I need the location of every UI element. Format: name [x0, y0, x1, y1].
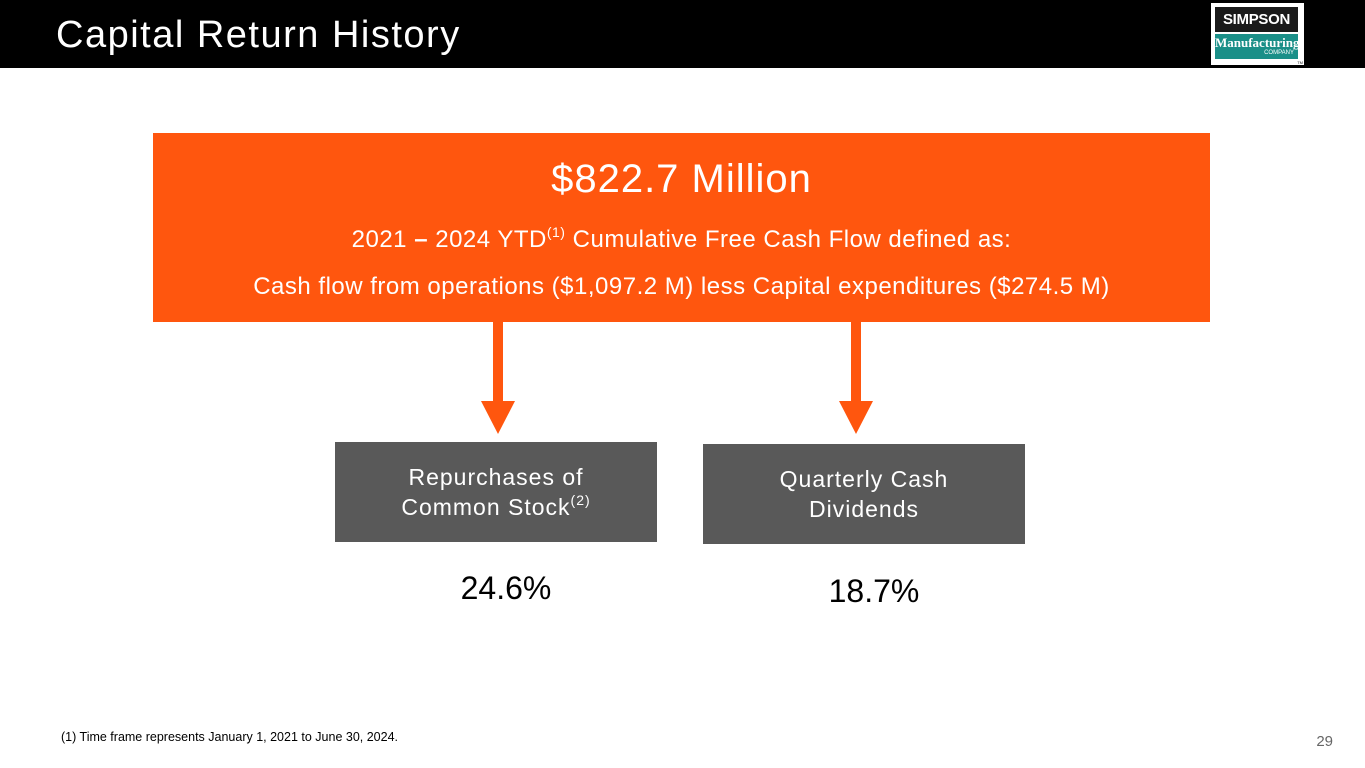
dividends-percent: 18.7% [828, 573, 920, 609]
repurchases-label: Repurchases of Common Stock(2) [401, 462, 590, 522]
free-cash-flow-formula-line: Cash flow from operations ($1,097.2 M) l… [253, 273, 1110, 300]
free-cash-flow-period-line: 2021 – 2024 YTD(1) Cumulative Free Cash … [153, 225, 1210, 255]
period-dash: – [414, 226, 429, 253]
period-end: 2024 YTD [428, 226, 547, 253]
repurchases-label-line2: Common Stock(2) [401, 492, 590, 522]
footnote-1: (1) Time frame represents January 1, 202… [61, 730, 398, 744]
page-number: 29 [1316, 733, 1333, 750]
header-bar: Capital Return History SIMPSON Manufactu… [0, 0, 1365, 68]
arrow-to-dividends [839, 321, 873, 434]
logo-bottom-band: Manufacturing COMPANY [1215, 34, 1300, 59]
arrow-to-repurchases [481, 321, 515, 434]
logo-manufacturing-text: Manufacturing [1215, 35, 1300, 50]
free-cash-flow-amount: $822.7 Million [551, 157, 812, 201]
repurchases-percent: 24.6% [460, 570, 552, 606]
page-title: Capital Return History [56, 14, 461, 56]
period-definition: Cumulative Free Cash Flow defined as: [565, 226, 1012, 253]
footnote-ref-1: (1) [546, 224, 566, 240]
free-cash-flow-box: $822.7 Million 2021 – 2024 YTD(1) Cumula… [153, 133, 1210, 322]
logo-top-band: SIMPSON [1215, 7, 1298, 32]
footnote-ref-2: (2) [570, 492, 591, 508]
dividends-box: Quarterly Cash Dividends [703, 444, 1025, 544]
simpson-logo: SIMPSON Manufacturing COMPANY TM [1211, 3, 1304, 65]
dividends-label-line2: Dividends [808, 496, 919, 522]
repurchases-label-text: Common Stock [401, 494, 571, 520]
dividends-label: Quarterly Cash Dividends [780, 464, 949, 524]
logo-company-text: COMPANY [1264, 50, 1294, 56]
repurchases-label-line1: Repurchases of [408, 464, 584, 490]
period-start: 2021 [351, 226, 415, 253]
dividends-label-line1: Quarterly Cash [779, 466, 949, 492]
repurchases-box: Repurchases of Common Stock(2) [335, 442, 657, 542]
logo-trademark: TM [1297, 60, 1303, 65]
